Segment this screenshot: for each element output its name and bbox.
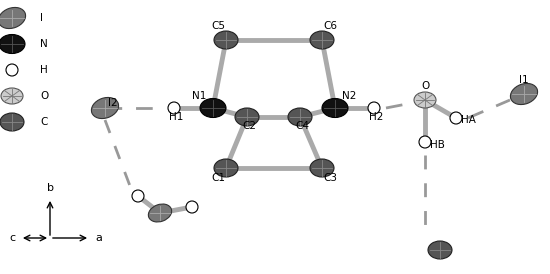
Text: H: H bbox=[40, 65, 48, 75]
Text: a: a bbox=[95, 233, 102, 243]
Ellipse shape bbox=[1, 88, 23, 104]
Circle shape bbox=[368, 102, 380, 114]
Text: C: C bbox=[40, 117, 47, 127]
Text: O: O bbox=[421, 81, 429, 91]
Circle shape bbox=[6, 64, 18, 76]
Text: N2: N2 bbox=[342, 91, 356, 101]
Text: H1: H1 bbox=[169, 112, 183, 122]
Ellipse shape bbox=[0, 113, 24, 131]
Text: C6: C6 bbox=[323, 21, 337, 31]
Ellipse shape bbox=[200, 98, 226, 118]
Ellipse shape bbox=[235, 108, 259, 126]
Circle shape bbox=[168, 102, 180, 114]
Ellipse shape bbox=[214, 159, 238, 177]
Text: O: O bbox=[40, 91, 48, 101]
Ellipse shape bbox=[428, 241, 452, 259]
Ellipse shape bbox=[148, 204, 172, 222]
Text: I1: I1 bbox=[519, 75, 529, 85]
Circle shape bbox=[186, 201, 198, 213]
Text: I2: I2 bbox=[108, 98, 118, 108]
Ellipse shape bbox=[288, 108, 312, 126]
Text: H2: H2 bbox=[369, 112, 383, 122]
Text: HA: HA bbox=[460, 115, 475, 125]
Text: C3: C3 bbox=[323, 173, 337, 183]
Text: C4: C4 bbox=[295, 121, 309, 131]
Text: C5: C5 bbox=[211, 21, 225, 31]
Text: N: N bbox=[40, 39, 48, 49]
Ellipse shape bbox=[0, 35, 25, 53]
Text: C2: C2 bbox=[242, 121, 256, 131]
Text: C1: C1 bbox=[211, 173, 225, 183]
Text: b: b bbox=[47, 183, 53, 193]
Circle shape bbox=[450, 112, 462, 124]
Ellipse shape bbox=[310, 159, 334, 177]
Ellipse shape bbox=[214, 31, 238, 49]
Ellipse shape bbox=[310, 31, 334, 49]
Text: HB: HB bbox=[430, 140, 444, 150]
Ellipse shape bbox=[0, 7, 26, 28]
Text: N1: N1 bbox=[192, 91, 206, 101]
Ellipse shape bbox=[322, 98, 348, 118]
Circle shape bbox=[132, 190, 144, 202]
Ellipse shape bbox=[91, 98, 119, 119]
Text: c: c bbox=[9, 233, 15, 243]
Text: I: I bbox=[40, 13, 43, 23]
Ellipse shape bbox=[414, 92, 436, 108]
Ellipse shape bbox=[510, 84, 537, 105]
Circle shape bbox=[419, 136, 431, 148]
